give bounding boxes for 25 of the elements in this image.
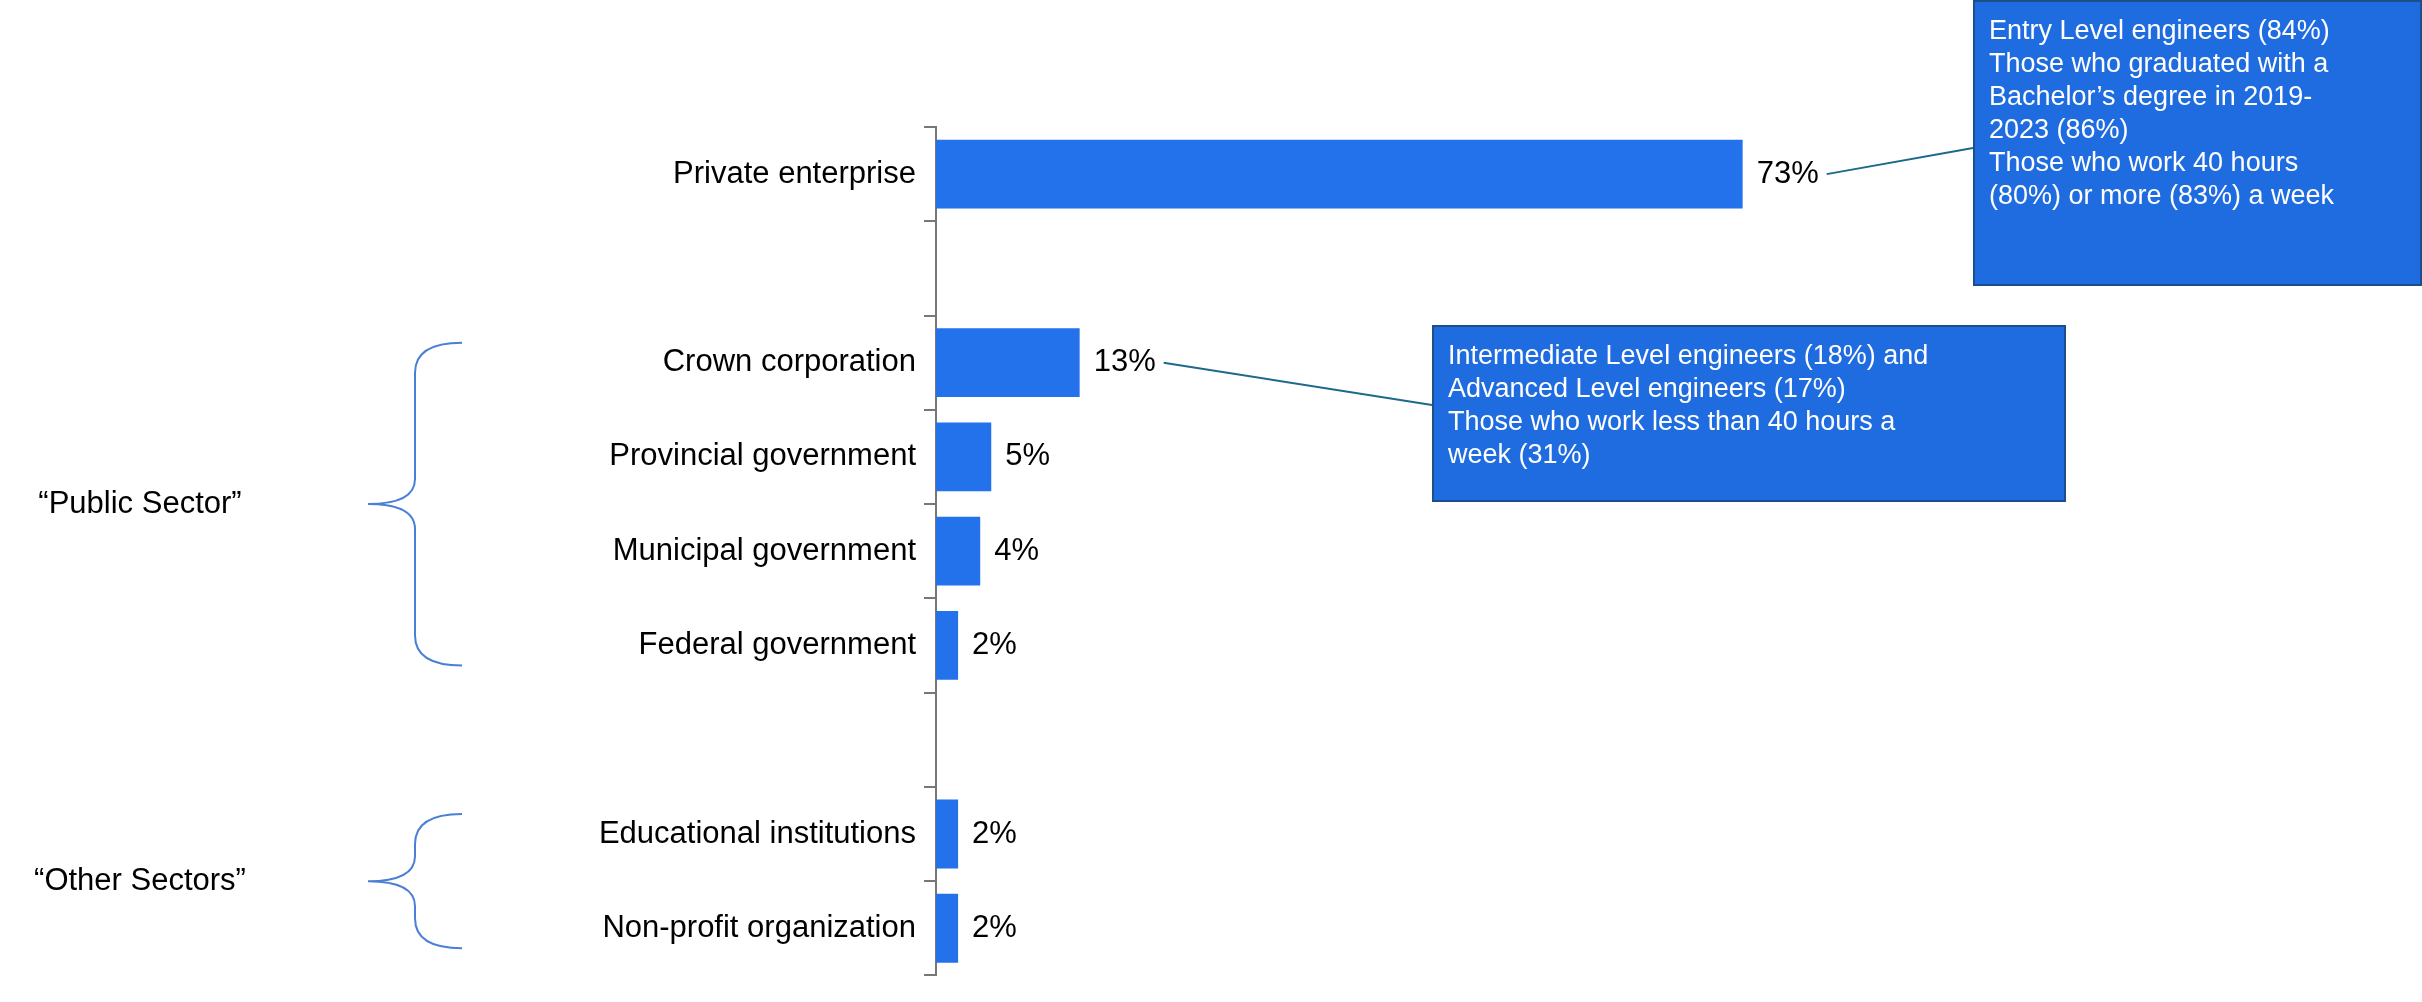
data-label: 5%	[1005, 437, 1051, 473]
y-tick-label: Educational institutions	[598, 814, 916, 850]
bar	[936, 893, 959, 963]
data-label: 2%	[972, 814, 1017, 850]
bar	[936, 516, 981, 586]
y-tick-label: Federal government	[638, 626, 917, 662]
bar	[936, 611, 959, 680]
y-tick-label: Non-profit organization	[602, 908, 916, 944]
text: “Other Sectors”	[34, 861, 246, 897]
data-label: 2%	[972, 626, 1017, 662]
data-label: 4%	[994, 531, 1040, 567]
y-tick-label: Private enterprise	[673, 154, 916, 190]
callout-box: Intermediate Level engineers (18%) and Advanced Level engineers (17%) Those who work less than 40 hours a week (31%)	[1432, 325, 2066, 502]
bar	[936, 139, 1743, 209]
callout-box: Entry Level engineers (84%) Those who graduated with a Bachelor’s degree in 2019- 2023 (86%) Those who work 40 hours (80%) or more (83%) a week	[1973, 0, 2422, 286]
bar	[936, 328, 1080, 398]
data-label: 13%	[1093, 343, 1156, 379]
bar	[936, 799, 959, 869]
data-label: 2%	[972, 908, 1017, 944]
bar	[936, 422, 992, 492]
y-tick-label: Municipal government	[612, 531, 917, 567]
data-label: 73%	[1756, 154, 1819, 190]
text: “Public Sector”	[38, 484, 242, 520]
y-tick-label: Provincial government	[609, 437, 917, 473]
y-tick-label: Crown corporation	[662, 343, 916, 379]
